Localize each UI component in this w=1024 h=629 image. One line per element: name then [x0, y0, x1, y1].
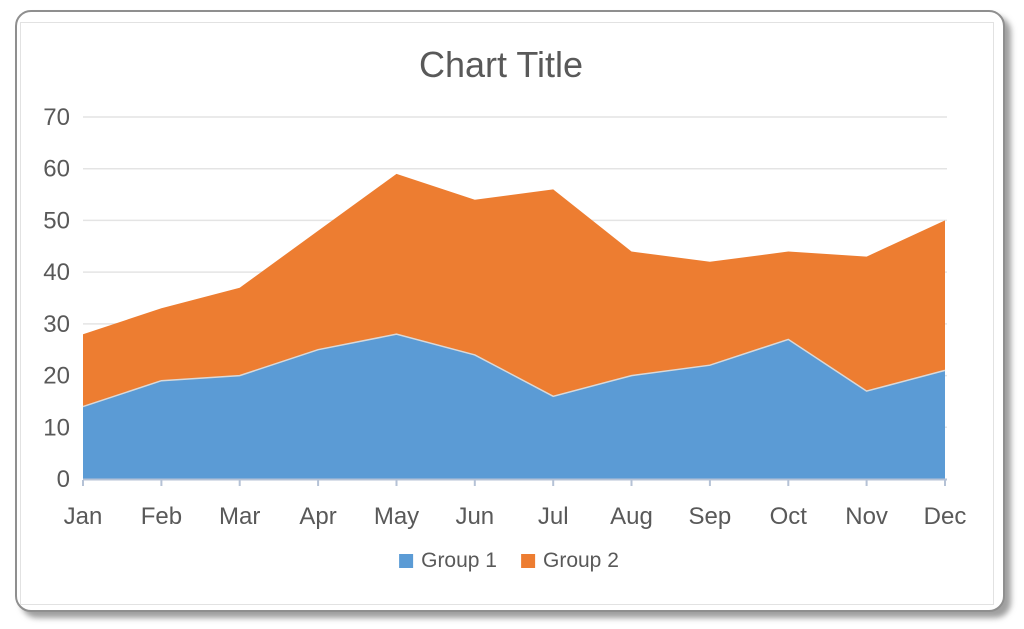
y-axis-label: 40 — [43, 259, 70, 286]
x-axis-label: Jan — [64, 503, 103, 530]
legend: Group 1 Group 2 — [399, 549, 619, 573]
y-axis-label: 60 — [43, 156, 70, 183]
y-axis-label: 70 — [43, 104, 70, 131]
y-axis-label: 0 — [57, 466, 70, 493]
y-axis-label: 10 — [43, 414, 70, 441]
x-axis-label: Dec — [924, 503, 967, 530]
y-axis-label: 20 — [43, 363, 70, 390]
legend-item-group-2: Group 2 — [521, 549, 619, 573]
series-boundary-line — [82, 333, 946, 408]
group-1-swatch-icon — [399, 554, 414, 568]
group-2-swatch-icon — [521, 554, 535, 568]
area-group-1 — [83, 334, 945, 479]
x-axis-label: Sep — [689, 503, 732, 530]
x-axis-label: Feb — [141, 503, 182, 530]
x-axis-label: Aug — [610, 503, 653, 530]
legend-item-group-1: Group 1 — [399, 549, 497, 573]
x-axis-label: Jul — [538, 503, 569, 530]
y-axis-label: 50 — [43, 207, 70, 234]
y-axis-label: 30 — [43, 311, 70, 338]
chart-title: Chart Title — [418, 44, 584, 85]
x-axis-label: Oct — [770, 503, 808, 530]
x-axis-label: May — [374, 503, 419, 530]
x-axis-label: Apr — [299, 503, 336, 530]
legend-label-group-2: Group 2 — [543, 549, 619, 572]
x-axis-label: Mar — [219, 503, 260, 530]
legend-label-group-1: Group 1 — [421, 549, 497, 572]
x-axis-label: Nov — [845, 503, 888, 530]
x-axis-label: Jun — [455, 503, 494, 530]
